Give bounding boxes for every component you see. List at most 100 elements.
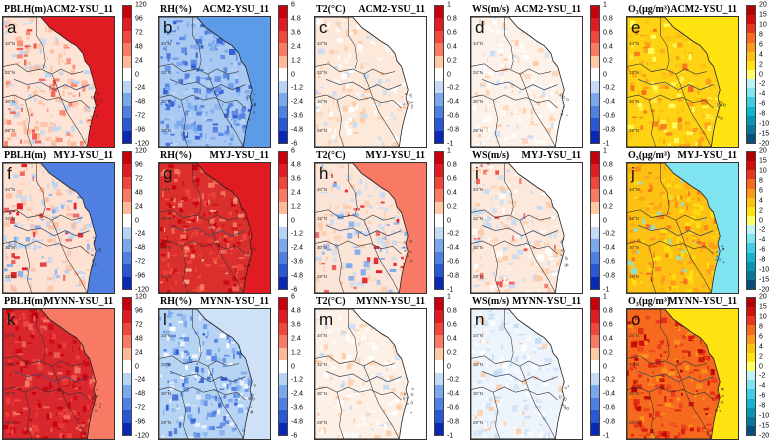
colorbar-segment (591, 239, 599, 252)
colorbar-tick-label: -2.4 (291, 244, 304, 252)
colorbar-tick-label: 0 (603, 363, 607, 370)
colorbar-segment (279, 322, 287, 336)
colorbar-tick-label: 1 (603, 1, 607, 9)
colorbar-tick-label: 4 (759, 51, 763, 59)
panel-letter: f (7, 164, 12, 183)
colorbar-o3: 20 15 10 8 6 4 2 0 -2 -4 -6 -8 -10 -15 -20 (746, 2, 780, 148)
colorbar-segment (747, 225, 755, 235)
colorbar-gradient (278, 5, 288, 144)
colorbar-tick-label: 15 (759, 157, 767, 165)
island (409, 250, 412, 253)
island (406, 402, 409, 406)
colorbar-segment (435, 164, 443, 177)
colorbar-tick-label: 3.6 (291, 29, 301, 37)
island (558, 395, 562, 399)
colorbar-tick-label: -0.8 (603, 272, 616, 280)
colorbar-segment (591, 347, 599, 361)
colorbar-tick-label: 48 (135, 189, 143, 197)
map-field (471, 163, 582, 293)
colorbar-gradient (746, 5, 756, 144)
colorbar-segment (435, 251, 443, 265)
lat-label: 32°N (317, 216, 328, 221)
colorbar-segment (591, 372, 599, 386)
colorbar-segment (591, 43, 599, 56)
colorbar-segment (435, 80, 443, 94)
river-line (325, 225, 402, 237)
colorbar-segment (123, 118, 131, 131)
colorbar-segment (279, 298, 287, 311)
island (720, 101, 722, 103)
colorbar-segment (591, 310, 599, 323)
lat-label: 28°N (473, 420, 484, 425)
colorbar-tick-label: -4 (759, 90, 766, 98)
province-boundary (24, 100, 33, 147)
colorbar-tick-label: -3.6 (291, 112, 304, 120)
colorbar-tick-label: 4.8 (291, 15, 301, 23)
colorbar-segment (123, 152, 131, 165)
island (92, 259, 95, 262)
map-area: i 34°N 32°N 30°N 28°N (470, 162, 583, 294)
lat-label: 32°N (5, 216, 16, 221)
map-field (315, 309, 426, 439)
colorbar-segment (279, 43, 287, 56)
colorbar-rh: 6 4.8 3.6 2.4 1.2 0 -1.2 -2.4 -3.6 -4.8 -6 (278, 2, 314, 148)
province-boundary (471, 355, 551, 367)
lat-label: 28°N (5, 420, 16, 425)
colorbar-tick-label: 24 (135, 349, 143, 357)
coastline (627, 163, 721, 293)
colorbar-tick-label: 0 (447, 217, 451, 224)
colorbar-segment (279, 68, 287, 81)
colorbar-tick-label: 6 (759, 187, 763, 195)
colorbar-segment (279, 226, 287, 240)
province-boundary (192, 17, 202, 70)
colorbar-tick-label: -1 (603, 140, 610, 148)
colorbar-segment (123, 276, 131, 289)
panel-letter: c (319, 18, 328, 37)
island (403, 103, 406, 106)
colorbar-tick-label: -2 (759, 226, 766, 234)
colorbar-tick-label: 24 (135, 203, 143, 211)
colorbar-tick-label: -1.2 (291, 376, 304, 384)
province-boundary (684, 243, 712, 293)
colorbar-segment (747, 15, 755, 25)
province-boundary (159, 63, 239, 75)
river-line (169, 371, 246, 383)
colorbar-rh: 6 4.8 3.6 2.4 1.2 0 -1.2 -2.4 -3.6 -4.8 -6 (278, 294, 314, 440)
colorbar-gradient (746, 297, 756, 436)
province-boundary (648, 246, 657, 293)
colorbar-segment (279, 214, 287, 227)
province-boundary (372, 389, 400, 439)
colorbar-tick-label: -0.4 (603, 244, 616, 252)
island (250, 248, 252, 250)
map-area: f 34°N 32°N 30°N 28°N (2, 162, 115, 294)
province-boundary (348, 17, 358, 70)
province-boundary (3, 355, 83, 367)
river-line (13, 225, 90, 237)
colorbar-tick-label: 72 (135, 175, 143, 183)
lat-label: 30°N (317, 391, 328, 396)
province-boundary (471, 209, 551, 221)
coastline (3, 309, 97, 439)
lat-label: 32°N (473, 216, 484, 221)
colorbar-segment (591, 201, 599, 215)
colorbar-segment (123, 55, 131, 69)
lat-label: 32°N (161, 216, 172, 221)
colorbar-gradient (278, 297, 288, 436)
map-area: m 34°N 32°N 30°N 28°N (314, 308, 427, 440)
colorbar-segment (279, 347, 287, 361)
island (562, 95, 566, 99)
colorbar-segment (435, 360, 443, 373)
lat-label: 30°N (317, 245, 328, 250)
province-boundary (3, 240, 90, 255)
province-boundary (627, 94, 714, 109)
island (723, 103, 726, 107)
colorbar-segment (747, 197, 755, 207)
colorbar-tick-label: -0.8 (447, 418, 460, 426)
island (722, 261, 725, 264)
province-boundary (372, 243, 400, 293)
lat-label: 34°N (161, 41, 172, 46)
island (251, 98, 254, 101)
panel-letter: o (631, 310, 641, 329)
island (563, 106, 565, 108)
colorbar-tick-label: 1 (603, 147, 607, 155)
